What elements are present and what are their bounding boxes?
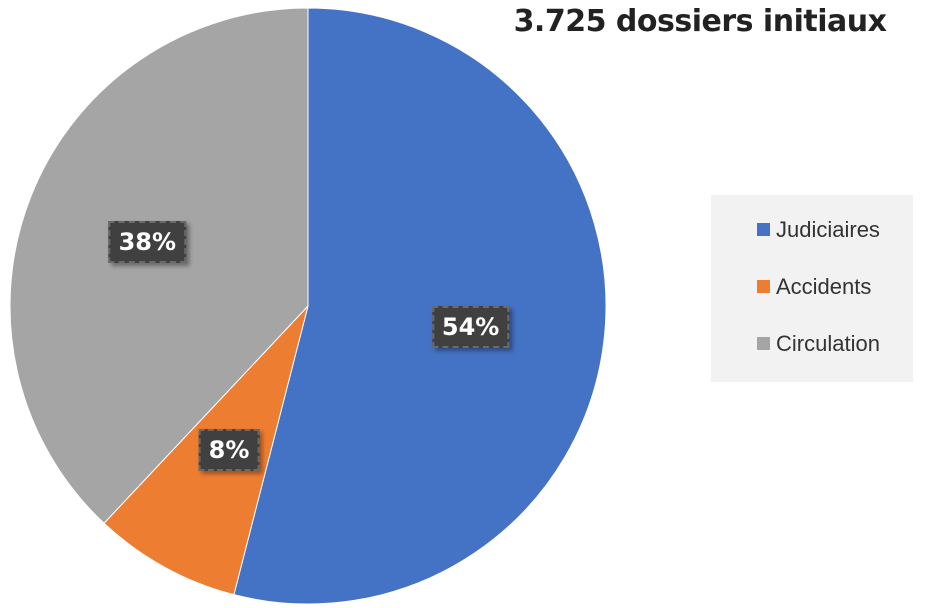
pie-slice-circulation [9, 7, 309, 524]
legend: Judiciaires Accidents Circulation [711, 195, 913, 382]
data-label-circulation: 38% [108, 221, 187, 264]
legend-label: Accidents [776, 273, 872, 299]
legend-label: Circulation [776, 330, 880, 356]
pie-slice-judiciaires [233, 7, 607, 605]
data-label-accidents: 8% [198, 428, 260, 471]
legend-item-circulation: Circulation [757, 329, 913, 358]
legend-item-judiciaires: Judiciaires [757, 215, 913, 244]
legend-item-accidents: Accidents [757, 272, 913, 301]
data-label-judiciaires: 54% [431, 305, 510, 348]
legend-swatch [757, 280, 770, 293]
legend-swatch [757, 337, 770, 350]
legend-label: Judiciaires [776, 216, 880, 242]
chart-title: 3.725 dossiers initiaux [513, 4, 887, 39]
legend-swatch [757, 223, 770, 236]
